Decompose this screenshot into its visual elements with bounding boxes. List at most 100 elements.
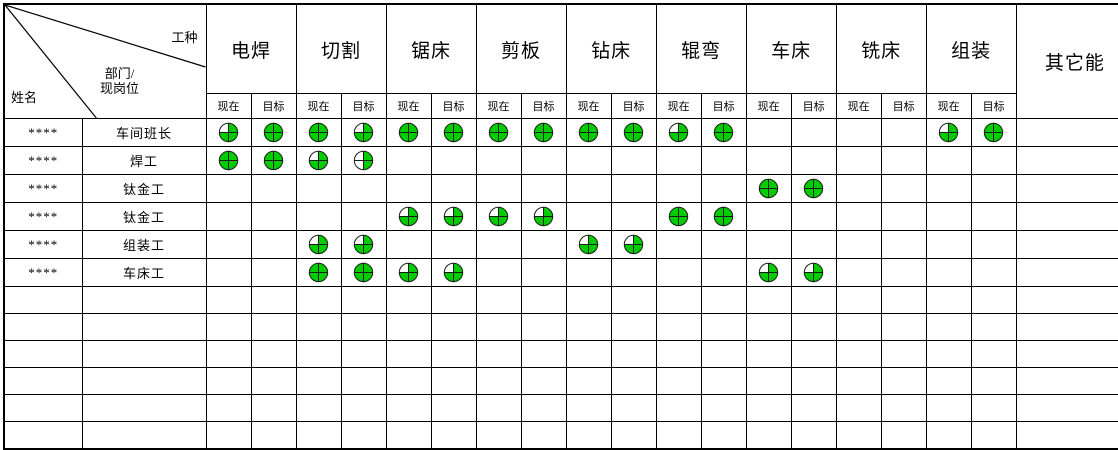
skill-cell-target-6[interactable]: [790, 118, 837, 147]
empty-cell[interactable]: [250, 421, 297, 450]
empty-cell[interactable]: [385, 394, 432, 422]
skill-cell-current-8[interactable]: [925, 258, 972, 287]
skill-cell-target-0[interactable]: [250, 118, 297, 147]
empty-cell[interactable]: [565, 313, 612, 341]
empty-cell[interactable]: [700, 421, 747, 450]
empty-cell[interactable]: [295, 313, 342, 341]
skill-cell-current-1[interactable]: [295, 146, 342, 175]
empty-cell[interactable]: [835, 340, 882, 368]
empty-cell[interactable]: [340, 340, 387, 368]
skill-cell-current-4[interactable]: [565, 174, 612, 203]
skill-cell-current-4[interactable]: [565, 230, 612, 259]
empty-cell[interactable]: [610, 286, 657, 314]
empty-cell[interactable]: [340, 286, 387, 314]
empty-cell[interactable]: [520, 340, 567, 368]
skill-cell-target-6[interactable]: [790, 174, 837, 203]
skill-cell-target-4[interactable]: [610, 118, 657, 147]
skill-cell-current-7[interactable]: [835, 258, 882, 287]
empty-cell[interactable]: [745, 394, 792, 422]
table-row[interactable]: **** 钛金工: [3, 202, 1118, 231]
skill-cell-target-1[interactable]: [340, 118, 387, 147]
skill-cell-target-5[interactable]: [700, 202, 747, 231]
skill-cell-target-7[interactable]: [880, 118, 927, 147]
empty-cell[interactable]: [475, 313, 522, 341]
empty-cell[interactable]: [3, 313, 83, 341]
empty-cell[interactable]: [475, 421, 522, 450]
empty-cell[interactable]: [790, 394, 837, 422]
empty-cell[interactable]: [655, 340, 702, 368]
empty-cell[interactable]: [835, 421, 882, 450]
empty-cell[interactable]: [340, 394, 387, 422]
empty-cell[interactable]: [700, 340, 747, 368]
skill-cell-current-6[interactable]: [745, 118, 792, 147]
skill-cell-current-5[interactable]: [655, 230, 702, 259]
empty-cell[interactable]: [340, 421, 387, 450]
skill-cell-current-2[interactable]: [385, 258, 432, 287]
empty-cell[interactable]: [385, 367, 432, 395]
empty-cell[interactable]: [1015, 286, 1118, 314]
skill-cell-current-7[interactable]: [835, 146, 882, 175]
empty-cell[interactable]: [565, 421, 612, 450]
skill-cell-target-4[interactable]: [610, 230, 657, 259]
table-row[interactable]: **** 钛金工: [3, 174, 1118, 203]
empty-cell[interactable]: [430, 367, 477, 395]
table-row-empty[interactable]: [3, 394, 1118, 422]
empty-cell[interactable]: [745, 286, 792, 314]
empty-cell[interactable]: [3, 340, 83, 368]
table-row[interactable]: **** 车间班长: [3, 118, 1118, 147]
empty-cell[interactable]: [295, 340, 342, 368]
empty-cell[interactable]: [295, 367, 342, 395]
skill-cell-current-4[interactable]: [565, 202, 612, 231]
employee-post-cell[interactable]: 钛金工: [81, 174, 207, 203]
empty-cell[interactable]: [81, 394, 207, 422]
empty-cell[interactable]: [565, 340, 612, 368]
skill-cell-target-3[interactable]: [520, 230, 567, 259]
empty-cell[interactable]: [925, 286, 972, 314]
empty-cell[interactable]: [790, 286, 837, 314]
skill-cell-current-7[interactable]: [835, 202, 882, 231]
empty-cell[interactable]: [1015, 340, 1118, 368]
skill-cell-current-8[interactable]: [925, 202, 972, 231]
empty-cell[interactable]: [655, 394, 702, 422]
empty-cell[interactable]: [3, 394, 83, 422]
empty-cell[interactable]: [385, 340, 432, 368]
empty-cell[interactable]: [430, 421, 477, 450]
skill-cell-target-4[interactable]: [610, 174, 657, 203]
empty-cell[interactable]: [745, 313, 792, 341]
empty-cell[interactable]: [340, 313, 387, 341]
empty-cell[interactable]: [295, 394, 342, 422]
empty-cell[interactable]: [925, 340, 972, 368]
skill-cell-target-6[interactable]: [790, 258, 837, 287]
skill-cell-target-7[interactable]: [880, 174, 927, 203]
table-row[interactable]: **** 焊工: [3, 146, 1118, 175]
employee-name-cell[interactable]: ****: [3, 174, 83, 203]
skill-cell-target-6[interactable]: [790, 230, 837, 259]
skill-cell-target-0[interactable]: [250, 230, 297, 259]
other-skill-cell[interactable]: [1015, 230, 1118, 259]
skill-cell-target-0[interactable]: [250, 202, 297, 231]
skill-cell-current-3[interactable]: [475, 202, 522, 231]
skill-cell-current-6[interactable]: [745, 230, 792, 259]
employee-post-cell[interactable]: 组装工: [81, 230, 207, 259]
table-row-empty[interactable]: [3, 340, 1118, 368]
empty-cell[interactable]: [700, 313, 747, 341]
empty-cell[interactable]: [3, 286, 83, 314]
skill-cell-target-8[interactable]: [970, 202, 1017, 231]
empty-cell[interactable]: [970, 313, 1017, 341]
empty-cell[interactable]: [610, 367, 657, 395]
empty-cell[interactable]: [880, 421, 927, 450]
empty-cell[interactable]: [81, 421, 207, 450]
empty-cell[interactable]: [430, 340, 477, 368]
empty-cell[interactable]: [3, 367, 83, 395]
skill-cell-target-0[interactable]: [250, 174, 297, 203]
empty-cell[interactable]: [970, 340, 1017, 368]
empty-cell[interactable]: [475, 394, 522, 422]
skill-cell-current-4[interactable]: [565, 118, 612, 147]
table-row-empty[interactable]: [3, 367, 1118, 395]
skill-cell-target-1[interactable]: [340, 230, 387, 259]
empty-cell[interactable]: [655, 286, 702, 314]
empty-cell[interactable]: [1015, 394, 1118, 422]
skill-cell-target-2[interactable]: [430, 202, 477, 231]
skill-cell-target-6[interactable]: [790, 202, 837, 231]
empty-cell[interactable]: [700, 394, 747, 422]
